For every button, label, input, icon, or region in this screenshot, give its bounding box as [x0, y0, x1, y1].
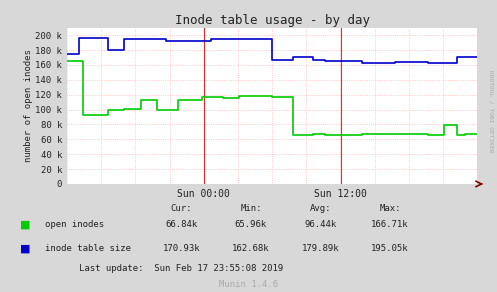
Text: Cur:: Cur: — [170, 204, 192, 213]
Text: Munin 1.4.6: Munin 1.4.6 — [219, 280, 278, 289]
Text: 179.89k: 179.89k — [302, 244, 339, 253]
Text: Avg:: Avg: — [310, 204, 331, 213]
Text: 66.84k: 66.84k — [166, 220, 197, 229]
Text: ■: ■ — [20, 243, 30, 253]
Text: Last update:  Sun Feb 17 23:55:08 2019: Last update: Sun Feb 17 23:55:08 2019 — [80, 264, 283, 273]
Text: inode table size: inode table size — [45, 244, 131, 253]
Text: ■: ■ — [20, 220, 30, 230]
Text: 170.93k: 170.93k — [163, 244, 200, 253]
Y-axis label: number of open inodes: number of open inodes — [23, 49, 33, 162]
Text: Min:: Min: — [240, 204, 262, 213]
Text: 96.44k: 96.44k — [305, 220, 336, 229]
Text: RRDTOOL / TOBI OETIKER: RRDTOOL / TOBI OETIKER — [489, 70, 494, 152]
Text: Max:: Max: — [379, 204, 401, 213]
Text: 195.05k: 195.05k — [371, 244, 409, 253]
Text: 162.68k: 162.68k — [232, 244, 270, 253]
Title: Inode table usage - by day: Inode table usage - by day — [174, 13, 370, 27]
Text: 166.71k: 166.71k — [371, 220, 409, 229]
Text: 65.96k: 65.96k — [235, 220, 267, 229]
Text: open inodes: open inodes — [45, 220, 104, 229]
